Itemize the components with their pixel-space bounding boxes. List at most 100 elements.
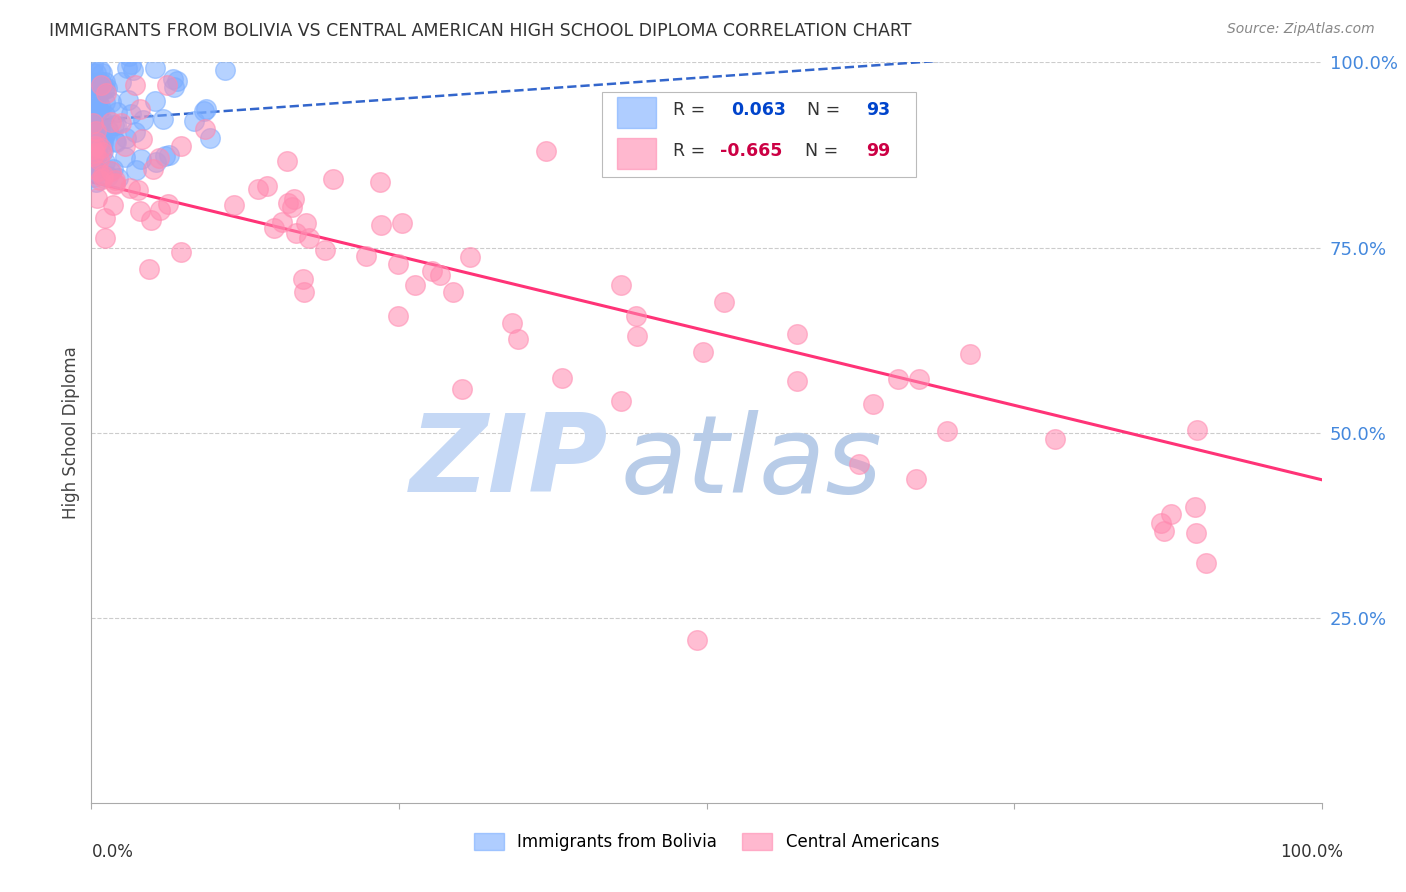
- Point: [94, 231, 117, 245]
- Point: [82, 141, 104, 155]
- Point: [247, 182, 270, 196]
- Point: [82, 56, 104, 70]
- Point: [86, 135, 108, 149]
- Point: [84, 175, 107, 189]
- Point: [610, 278, 633, 293]
- Point: [162, 71, 184, 86]
- Point: [89, 99, 111, 113]
- Point: [120, 56, 142, 70]
- Point: [86, 89, 108, 103]
- Text: R =: R =: [673, 143, 706, 161]
- Point: [82, 156, 104, 170]
- Point: [157, 148, 180, 162]
- Bar: [617, 138, 657, 169]
- Point: [84, 146, 107, 161]
- Point: [169, 139, 191, 153]
- Point: [295, 216, 318, 230]
- Point: [117, 93, 139, 107]
- Point: [83, 103, 105, 117]
- Point: [1043, 432, 1066, 446]
- Point: [115, 131, 138, 145]
- Point: [198, 130, 221, 145]
- Point: [441, 285, 464, 299]
- Point: [283, 192, 305, 206]
- Point: [256, 178, 278, 193]
- Point: [129, 203, 152, 218]
- Point: [93, 95, 115, 109]
- Point: [87, 103, 110, 118]
- Point: [124, 125, 146, 139]
- Point: [83, 114, 105, 128]
- Text: N =: N =: [796, 102, 846, 120]
- Point: [86, 191, 108, 205]
- Point: [84, 66, 107, 80]
- Point: [169, 245, 191, 260]
- Point: [83, 118, 105, 132]
- Point: [83, 160, 105, 174]
- Point: [86, 147, 108, 161]
- Point: [157, 197, 180, 211]
- Point: [91, 66, 114, 80]
- Point: [100, 164, 122, 178]
- Point: [1184, 500, 1206, 514]
- Point: [292, 272, 315, 286]
- Point: [1195, 557, 1218, 571]
- Point: [107, 104, 129, 119]
- Point: [104, 134, 127, 148]
- Point: [148, 151, 170, 165]
- FancyBboxPatch shape: [602, 92, 915, 178]
- Point: [127, 183, 149, 197]
- Point: [624, 309, 647, 323]
- Point: [848, 458, 870, 472]
- Point: [284, 226, 307, 240]
- Point: [91, 168, 114, 182]
- Point: [114, 150, 136, 164]
- Y-axis label: High School Diploma: High School Diploma: [62, 346, 80, 519]
- Point: [120, 107, 142, 121]
- Text: 0.0%: 0.0%: [91, 843, 134, 861]
- Point: [83, 78, 105, 92]
- Point: [89, 62, 111, 77]
- Point: [91, 145, 114, 160]
- Point: [429, 268, 451, 282]
- Point: [98, 163, 121, 178]
- Point: [1185, 525, 1208, 540]
- Point: [82, 148, 104, 162]
- Bar: [617, 97, 657, 128]
- Point: [82, 95, 104, 109]
- Text: R =: R =: [673, 102, 711, 120]
- Text: 93: 93: [866, 102, 890, 120]
- Point: [183, 113, 205, 128]
- Point: [1185, 423, 1208, 437]
- Point: [83, 103, 105, 117]
- Point: [100, 115, 122, 129]
- Text: Source: ZipAtlas.com: Source: ZipAtlas.com: [1227, 22, 1375, 37]
- Point: [128, 102, 150, 116]
- Point: [96, 80, 118, 95]
- Point: [138, 262, 160, 277]
- Text: -0.665: -0.665: [720, 143, 782, 161]
- Point: [124, 78, 146, 92]
- Point: [214, 62, 236, 77]
- Point: [83, 170, 105, 185]
- Point: [626, 329, 648, 343]
- Point: [271, 215, 294, 229]
- Point: [97, 122, 120, 136]
- Point: [87, 164, 110, 178]
- Point: [86, 142, 108, 156]
- Point: [322, 172, 344, 186]
- Point: [276, 153, 298, 168]
- Point: [904, 472, 927, 486]
- Point: [157, 43, 180, 57]
- Point: [1150, 516, 1173, 530]
- Point: [82, 112, 104, 126]
- Point: [86, 165, 108, 179]
- Point: [713, 295, 735, 310]
- Point: [194, 102, 217, 116]
- Point: [89, 173, 111, 187]
- Point: [115, 61, 138, 75]
- Text: IMMIGRANTS FROM BOLIVIA VS CENTRAL AMERICAN HIGH SCHOOL DIPLOMA CORRELATION CHAR: IMMIGRANTS FROM BOLIVIA VS CENTRAL AMERI…: [49, 22, 911, 40]
- Point: [193, 103, 215, 118]
- Point: [149, 203, 172, 218]
- Point: [94, 87, 117, 101]
